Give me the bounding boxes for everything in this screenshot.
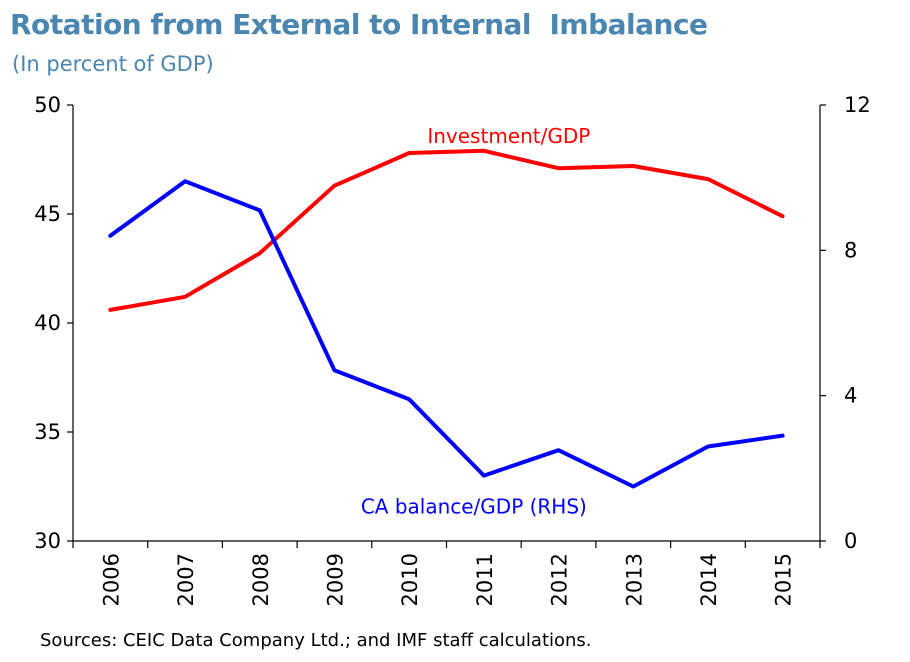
x-tick-label: 2006	[99, 553, 123, 606]
chart-title: Rotation from External to Internal Imbal…	[10, 8, 708, 41]
x-tick-label: 2014	[697, 553, 721, 606]
ca-balance-label: CA balance/GDP (RHS)	[361, 495, 587, 519]
left-tick-label: 35	[34, 420, 61, 444]
x-tick-label: 2015	[772, 553, 796, 606]
left-tick-label: 50	[34, 93, 61, 117]
x-tick-label: 2013	[622, 553, 646, 606]
ca-balance-line	[108, 179, 785, 489]
right-tick-label: 4	[844, 384, 857, 408]
left-tick-label: 45	[34, 202, 61, 226]
source-note: Sources: CEIC Data Company Ltd.; and IMF…	[40, 630, 592, 651]
x-tick-label: 2008	[249, 553, 273, 606]
right-tick-label: 0	[844, 529, 857, 553]
investment-gdp-line	[108, 148, 785, 312]
left-tick-label: 30	[34, 529, 61, 553]
x-tick-label: 2010	[398, 553, 422, 606]
left-tick-label: 40	[34, 311, 61, 335]
x-tick-label: 2012	[548, 553, 572, 606]
right-tick-label: 12	[844, 93, 871, 117]
x-tick-label: 2007	[174, 553, 198, 606]
x-tick-label: 2009	[323, 553, 347, 606]
investment-gdp-label: Investment/GDP	[427, 124, 590, 148]
chart-subtitle: (In percent of GDP)	[12, 52, 214, 76]
x-tick-label: 2011	[473, 553, 497, 606]
right-tick-label: 8	[844, 238, 857, 262]
